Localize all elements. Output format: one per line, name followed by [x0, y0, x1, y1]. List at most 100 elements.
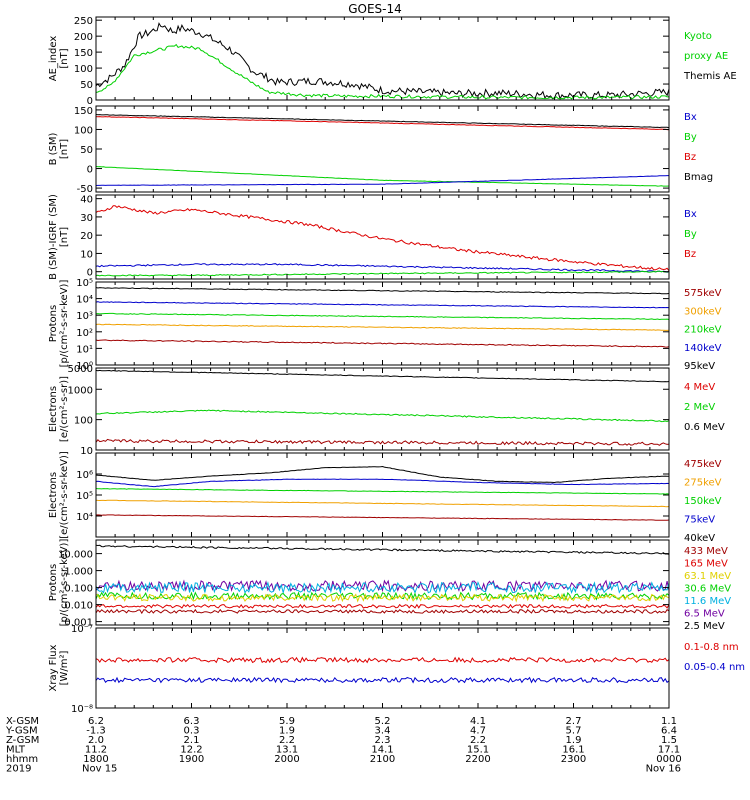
series-line-95kev	[96, 287, 669, 295]
series-line-165-mev	[96, 603, 669, 609]
series-line-bz	[96, 205, 669, 272]
legend-label: 6.5 MeV	[684, 609, 725, 620]
x-axis-value: 12.2	[180, 745, 202, 756]
y-tick-label: 10³	[76, 311, 93, 322]
y-tick-label: 100	[74, 64, 93, 75]
y-tick-label: 10⁴	[76, 512, 93, 523]
x-axis-value: 0000	[656, 754, 681, 765]
y-tick-label: 20	[80, 231, 93, 242]
legend-label: 140keV	[684, 343, 722, 354]
series-line-bx	[96, 263, 669, 273]
panel-2: -50 0 50 100 150 B (SM) [nT] Bx By Bz Bmag	[48, 105, 713, 195]
x-axis-value: 6.4	[661, 726, 677, 737]
series-line-40kev	[96, 465, 669, 484]
legend-label: Bmag	[684, 172, 713, 183]
legend-label: 40keV	[684, 533, 715, 544]
legend-label: 4 MeV	[684, 382, 715, 393]
y-axis-label: [p/(cm²-s-sr-keV)]	[59, 539, 70, 627]
x-axis-value: 1.5	[661, 735, 677, 746]
y-axis-label: Electrons	[48, 386, 59, 432]
series-line-63.1-mev	[96, 592, 669, 603]
x-axis-value: -1.3	[86, 726, 106, 737]
y-axis-label: [e/(cm²-s-sr-keV)]	[59, 451, 70, 539]
series-line-by	[96, 165, 669, 187]
y-axis-label: B (SM)	[48, 132, 59, 165]
legend-label: 433 MeV	[684, 546, 728, 557]
y-axis-label: [nT]	[59, 139, 70, 159]
y-tick-label: 250	[74, 16, 93, 27]
y-tick-label: 10⁴	[76, 295, 93, 306]
series-line-bx	[96, 175, 669, 186]
legend-label: 63.1 MeV	[684, 571, 731, 582]
x-axis-value: 2.7	[566, 716, 582, 727]
y-tick-label: 50	[80, 80, 93, 91]
legend-label: 11.6 MeV	[684, 596, 731, 607]
series-line-6.5-mev	[96, 579, 669, 593]
y-axis-label: Xray Flux	[48, 644, 59, 691]
legend-label: 2.5 MeV	[684, 621, 725, 632]
series-line-433-mev	[96, 608, 669, 615]
series-line-210kev	[96, 312, 669, 321]
panel-8: 10⁻⁸ 10⁻⁷ Xray Flux [W/m²] 0.1-0.8 nm 0.05-0.…	[48, 624, 745, 715]
x-axis-value: 5.7	[566, 726, 582, 737]
legend-label: 2 MeV	[684, 402, 715, 413]
panel-3: 0 10 20 30 40 B (SM)-IGRF (SM) [nT] Bx By Bz	[48, 194, 697, 280]
y-tick-label: 200	[74, 32, 93, 43]
panel-series	[96, 465, 669, 521]
x-axis-row-label: 2019	[6, 764, 31, 775]
x-axis-value: 2.2	[470, 735, 486, 746]
y-axis-label: [e/(cm²-s-sr)]	[59, 376, 70, 442]
panel-series	[96, 205, 669, 277]
panel-series	[96, 656, 669, 684]
x-axis-value: 6.2	[88, 716, 104, 727]
x-axis-value: 5.9	[279, 716, 295, 727]
x-axis-value: 16.1	[562, 745, 584, 756]
y-tick-label: 10⁶	[76, 470, 93, 481]
x-axis-value: 11.2	[85, 745, 107, 756]
legend-label: 475keV	[684, 459, 722, 470]
y-axis-label: Protons	[48, 305, 59, 342]
y-axis-label: AE_index	[48, 36, 59, 82]
legend-label: By	[684, 229, 697, 240]
x-axis-value: 0.3	[184, 726, 200, 737]
x-axis-value: 2.0	[88, 735, 104, 746]
panel-frame	[95, 105, 670, 193]
panel-frame	[95, 452, 670, 538]
y-axis-label: [nT]	[59, 48, 70, 68]
y-tick-label: 100	[74, 416, 93, 427]
y-tick-label: 0	[87, 268, 93, 279]
x-axis-row-label: X-GSM	[6, 716, 39, 727]
series-line-140kev	[96, 301, 669, 309]
legend-label: 0.6 MeV	[684, 422, 725, 433]
series-line-2.5-mev	[96, 544, 669, 555]
y-tick-label: 10²	[76, 328, 93, 339]
x-axis-value: Nov 16	[646, 764, 681, 775]
y-tick-label: 10.000	[58, 550, 93, 561]
panel-series	[96, 22, 669, 100]
legend-label: 275keV	[684, 478, 722, 489]
legend-label: By	[684, 132, 697, 143]
panel-series	[96, 544, 669, 615]
series-line-kyoto-proxy-ae	[96, 43, 669, 100]
panel-series	[96, 287, 669, 348]
legend-label: 575keV	[684, 288, 722, 299]
legend-label: 300keV	[684, 306, 722, 317]
y-axis-label: [W/m²]	[59, 650, 70, 685]
panel-frame	[95, 16, 670, 101]
series-line-themis-ae	[96, 22, 669, 100]
y-tick-label: 10⁻⁷	[71, 624, 93, 635]
legend-label: Bz	[684, 249, 696, 260]
legend-label: 150keV	[684, 496, 722, 507]
y-tick-label: 0.010	[64, 601, 93, 612]
panel-series	[96, 114, 669, 187]
y-tick-label: 150	[74, 48, 93, 59]
x-axis-row-label: hhmm	[6, 754, 38, 765]
x-axis-value: 13.1	[276, 745, 298, 756]
y-axis-label: B (SM)-IGRF (SM)	[48, 194, 59, 280]
series-line-4-mev	[96, 438, 669, 446]
y-tick-label: 0.100	[64, 584, 93, 595]
x-axis-value: 2.3	[375, 735, 391, 746]
y-tick-label: 50	[80, 145, 93, 156]
legend-label: Bz	[684, 152, 696, 163]
